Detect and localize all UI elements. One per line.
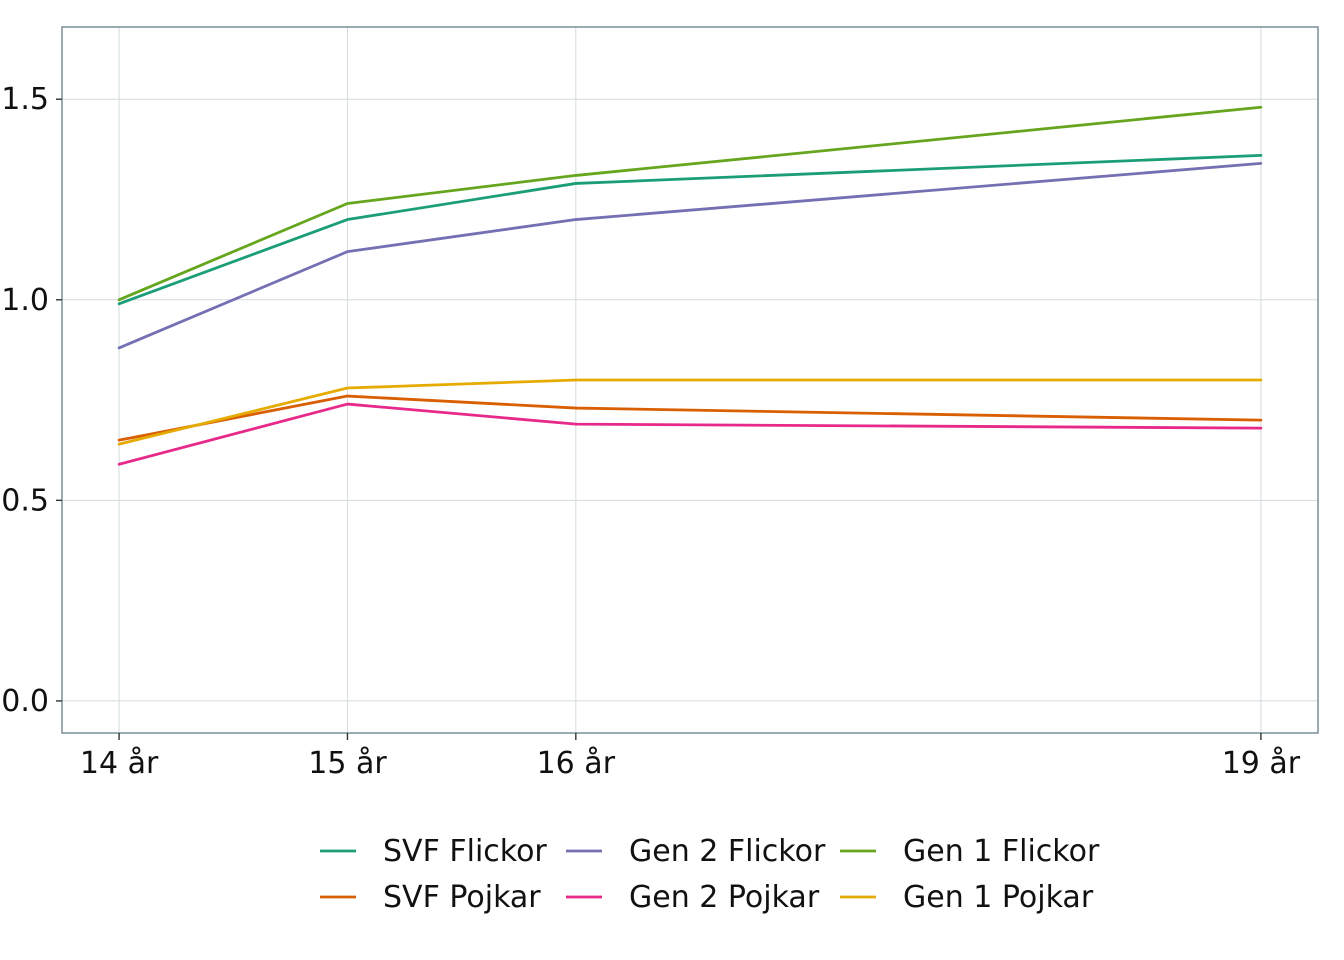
grid: [62, 27, 1318, 733]
legend-label-svf-flickor: SVF Flickor: [383, 834, 547, 869]
x-tick-label: 15 år: [308, 746, 387, 781]
series-line-gen-2-flickor: [117, 161, 1263, 350]
plot-panel-border: [61, 26, 1319, 734]
legend: SVF Flickor Gen 2 Flickor Gen 1 Flickor SVF…: [320, 834, 1100, 915]
y-tick-label: 1.5: [1, 82, 49, 117]
series-line-svf-pojkar: [117, 394, 1263, 442]
legend-label-gen-1-pojkar: Gen 1 Pojkar: [903, 880, 1094, 915]
legend-label-gen-2-pojkar: Gen 2 Pojkar: [629, 880, 820, 915]
series-line-svf-flickor: [117, 153, 1263, 306]
series-line-gen-1-flickor: [117, 105, 1263, 302]
y-tick-label: 0.5: [1, 483, 49, 518]
x-tick-label: 16 år: [537, 746, 616, 781]
legend-label-gen-2-flickor: Gen 2 Flickor: [629, 834, 826, 869]
series-line-gen-1-pojkar: [117, 378, 1263, 446]
series-line-gen-2-pojkar: [117, 402, 1263, 466]
legend-label-gen-1-flickor: Gen 1 Flickor: [903, 834, 1100, 869]
axes: 0.0 0.5 1.0 1.5 14 år 15 år 16 år 19 år: [1, 82, 1301, 781]
x-tick-label: 19 år: [1222, 746, 1301, 781]
y-tick-label: 1.0: [1, 283, 49, 318]
y-tick-label: 0.0: [1, 684, 49, 719]
legend-label-svf-pojkar: SVF Pojkar: [383, 880, 541, 915]
series-lines: [117, 105, 1263, 466]
x-tick-label: 14 år: [80, 746, 159, 781]
